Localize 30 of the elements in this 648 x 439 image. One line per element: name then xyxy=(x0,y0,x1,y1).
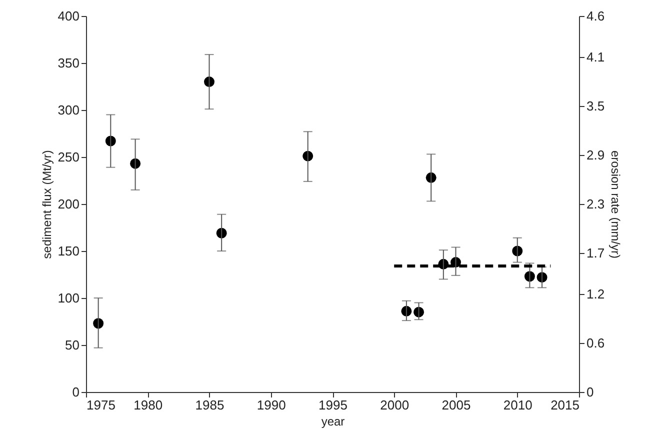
y-tick-label: 200 xyxy=(58,196,80,212)
y-tick-label: 150 xyxy=(58,244,80,258)
y2-tick-label: 2.9 xyxy=(586,147,605,162)
y2-tick-label: 4.1 xyxy=(586,49,605,64)
y-tick-label: 350 xyxy=(58,56,80,70)
x-tick-label: 2005 xyxy=(442,398,471,412)
y-axis-title: sediment flux (Mt/yr) xyxy=(40,150,54,259)
y2-tick-label: 1.7 xyxy=(586,246,605,261)
y-tick-label: 300 xyxy=(58,102,80,118)
y2-tick-label: 1.2 xyxy=(586,286,605,302)
y2-tick-label: 4.6 xyxy=(586,8,605,24)
y-tick-label: 250 xyxy=(58,150,80,164)
x-tick-label: 1995 xyxy=(318,398,348,412)
y2-tick-label: 3.5 xyxy=(586,98,605,114)
x-tick-label: 2010 xyxy=(503,398,532,412)
x-tick-label: 2000 xyxy=(380,398,410,412)
x-tick-label: 1990 xyxy=(256,398,286,412)
y-tick-label: 400 xyxy=(58,8,80,24)
x-tick-label: 1980 xyxy=(134,398,163,412)
y2-axis-title: erosion rate (mm/yr) xyxy=(608,150,623,259)
x-tick-label: 1985 xyxy=(195,398,224,412)
y2-tick-label: 0.6 xyxy=(586,335,605,350)
x-tick-label: 1975 xyxy=(86,398,116,412)
x-tick-label: 2015 xyxy=(550,398,580,412)
y-tick-label: 50 xyxy=(65,338,80,352)
y2-tick-label: 0 xyxy=(586,384,594,400)
x-axis-title: year xyxy=(321,414,345,428)
y-tick-label: 0 xyxy=(72,384,80,400)
y2-tick-label: 2.3 xyxy=(586,196,605,212)
y-tick-label: 100 xyxy=(58,290,80,306)
